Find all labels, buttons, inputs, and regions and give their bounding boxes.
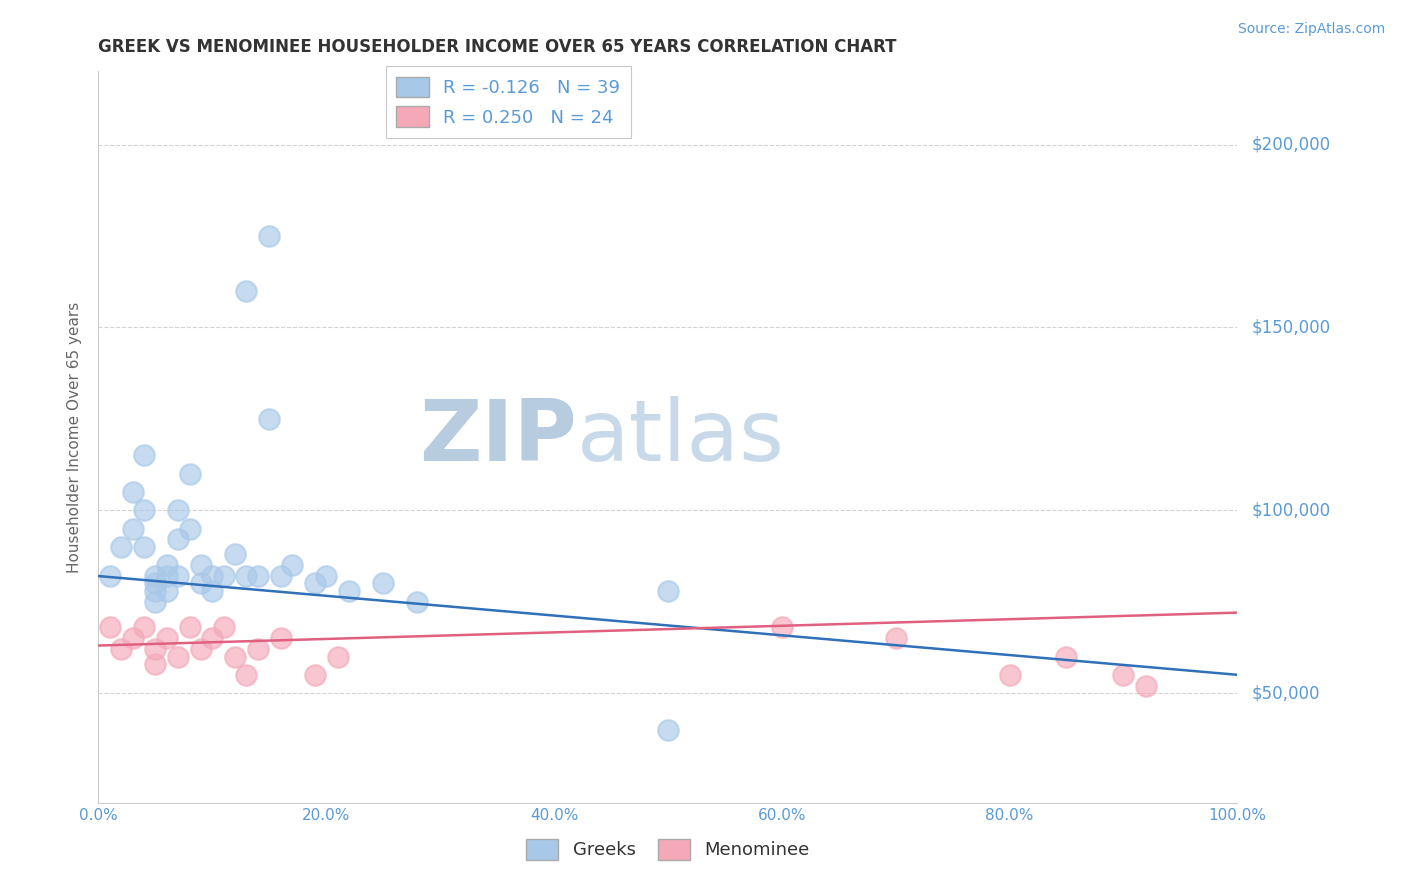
Text: atlas: atlas bbox=[576, 395, 785, 479]
Point bbox=[190, 558, 212, 573]
Point bbox=[224, 649, 246, 664]
Point bbox=[132, 448, 155, 462]
Point bbox=[121, 632, 143, 646]
Point bbox=[145, 657, 167, 671]
Point bbox=[1054, 649, 1078, 664]
Point bbox=[156, 558, 179, 573]
Point bbox=[98, 569, 121, 583]
Point bbox=[657, 583, 679, 598]
Point bbox=[224, 547, 246, 561]
Point bbox=[110, 540, 132, 554]
Point bbox=[167, 569, 190, 583]
Point bbox=[145, 594, 167, 608]
Point bbox=[132, 503, 155, 517]
Point bbox=[190, 576, 212, 591]
Point bbox=[259, 228, 281, 243]
Point bbox=[884, 632, 907, 646]
Legend: Greeks, Menominee: Greeks, Menominee bbox=[519, 831, 817, 867]
Point bbox=[235, 284, 257, 298]
Point bbox=[201, 583, 224, 598]
Point bbox=[121, 484, 143, 499]
Point bbox=[110, 642, 132, 657]
Point bbox=[270, 632, 292, 646]
Point bbox=[1112, 667, 1135, 681]
Text: $50,000: $50,000 bbox=[1251, 684, 1320, 702]
Point bbox=[179, 620, 201, 634]
Text: $100,000: $100,000 bbox=[1251, 501, 1330, 519]
Text: ZIP: ZIP bbox=[419, 395, 576, 479]
Point bbox=[132, 620, 155, 634]
Point bbox=[98, 620, 121, 634]
Point bbox=[167, 533, 190, 547]
Point bbox=[657, 723, 679, 737]
Point bbox=[304, 576, 326, 591]
Point bbox=[246, 569, 269, 583]
Point bbox=[304, 667, 326, 681]
Point bbox=[121, 521, 143, 535]
Point bbox=[132, 540, 155, 554]
Point bbox=[212, 620, 235, 634]
Point bbox=[371, 576, 394, 591]
Point bbox=[1135, 679, 1157, 693]
Text: Source: ZipAtlas.com: Source: ZipAtlas.com bbox=[1237, 22, 1385, 37]
Point bbox=[235, 569, 257, 583]
Point bbox=[145, 642, 167, 657]
Point bbox=[770, 620, 793, 634]
Y-axis label: Householder Income Over 65 years: Householder Income Over 65 years bbox=[67, 301, 83, 573]
Point bbox=[212, 569, 235, 583]
Point bbox=[246, 642, 269, 657]
Point bbox=[201, 632, 224, 646]
Point bbox=[190, 642, 212, 657]
Point bbox=[145, 569, 167, 583]
Point bbox=[270, 569, 292, 583]
Point bbox=[235, 667, 257, 681]
Text: GREEK VS MENOMINEE HOUSEHOLDER INCOME OVER 65 YEARS CORRELATION CHART: GREEK VS MENOMINEE HOUSEHOLDER INCOME OV… bbox=[98, 38, 897, 56]
Point bbox=[326, 649, 349, 664]
Point bbox=[998, 667, 1021, 681]
Point bbox=[167, 649, 190, 664]
Point bbox=[179, 467, 201, 481]
Point bbox=[179, 521, 201, 535]
Point bbox=[281, 558, 304, 573]
Point bbox=[145, 576, 167, 591]
Point bbox=[156, 569, 179, 583]
Point bbox=[201, 569, 224, 583]
Point bbox=[167, 503, 190, 517]
Text: $150,000: $150,000 bbox=[1251, 318, 1330, 336]
Point bbox=[259, 411, 281, 425]
Point bbox=[337, 583, 360, 598]
Point bbox=[315, 569, 337, 583]
Point bbox=[145, 583, 167, 598]
Text: $200,000: $200,000 bbox=[1251, 136, 1330, 153]
Point bbox=[156, 632, 179, 646]
Point bbox=[156, 583, 179, 598]
Point bbox=[406, 594, 429, 608]
